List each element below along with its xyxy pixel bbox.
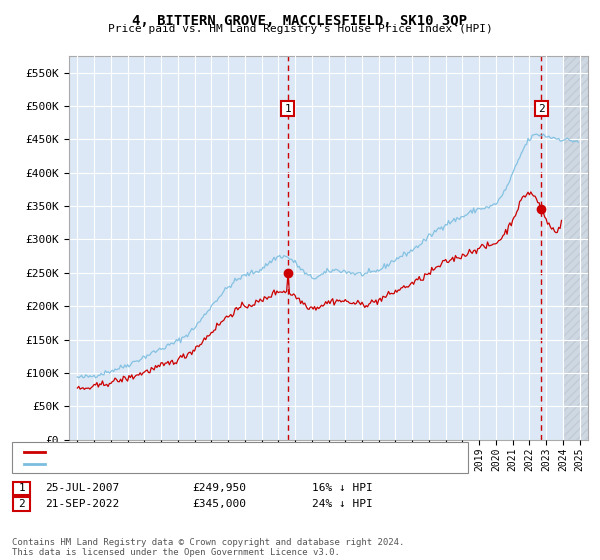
Text: £345,000: £345,000 bbox=[192, 499, 246, 509]
Text: 16% ↓ HPI: 16% ↓ HPI bbox=[312, 483, 373, 493]
Text: 1: 1 bbox=[18, 483, 25, 493]
Text: 4, BITTERN GROVE, MACCLESFIELD, SK10 3QP: 4, BITTERN GROVE, MACCLESFIELD, SK10 3QP bbox=[133, 14, 467, 28]
Text: 2: 2 bbox=[18, 499, 25, 509]
Text: 24% ↓ HPI: 24% ↓ HPI bbox=[312, 499, 373, 509]
Text: HPI: Average price, detached house, Cheshire East: HPI: Average price, detached house, Ches… bbox=[49, 459, 355, 469]
Text: Price paid vs. HM Land Registry's House Price Index (HPI): Price paid vs. HM Land Registry's House … bbox=[107, 24, 493, 34]
Text: 21-SEP-2022: 21-SEP-2022 bbox=[45, 499, 119, 509]
Text: £249,950: £249,950 bbox=[192, 483, 246, 493]
Text: 2: 2 bbox=[538, 104, 545, 114]
Bar bbox=[563, 56, 588, 440]
Text: 1: 1 bbox=[284, 104, 291, 114]
Text: 4, BITTERN GROVE, MACCLESFIELD, SK10 3QP (detached house): 4, BITTERN GROVE, MACCLESFIELD, SK10 3QP… bbox=[49, 447, 406, 457]
Text: Contains HM Land Registry data © Crown copyright and database right 2024.
This d: Contains HM Land Registry data © Crown c… bbox=[12, 538, 404, 557]
Text: 25-JUL-2007: 25-JUL-2007 bbox=[45, 483, 119, 493]
